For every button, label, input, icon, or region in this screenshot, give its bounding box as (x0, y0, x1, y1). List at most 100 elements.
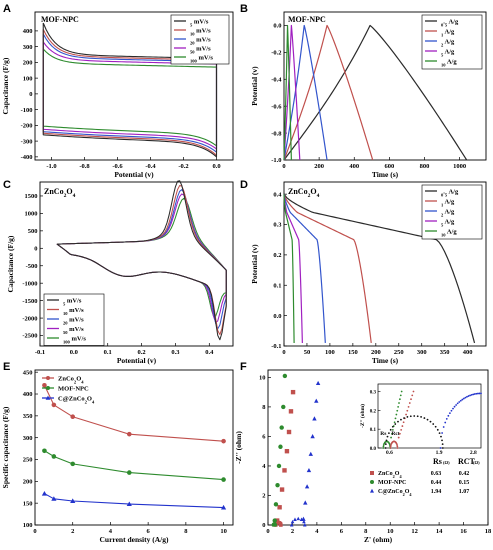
text-fragment: 2 (403, 492, 405, 497)
panel-letter: C (3, 179, 11, 191)
x-tick-label: 800 (420, 163, 430, 170)
inset-x-mark: 1.9 (436, 450, 443, 456)
y-tick-label: 1500 (25, 193, 38, 200)
inset-point (448, 412, 451, 415)
legend-entry: 0.5 A/g (441, 18, 459, 27)
text-fragment: A/g (447, 188, 459, 195)
x-tick-label: 0.3 (171, 349, 180, 356)
y-axis-label: -Z'' (ohm) (234, 431, 243, 464)
text-fragment: C@ZnCo (378, 489, 403, 495)
data-point (272, 518, 277, 523)
data-point (282, 468, 287, 473)
data-point (303, 500, 308, 505)
table-header-unit: (Ω) (473, 460, 480, 465)
text-fragment: ZnCo (378, 471, 393, 477)
y-tick-label: -1.0 (271, 157, 281, 164)
text-fragment: 2 (64, 193, 67, 199)
text-fragment: 2 (393, 474, 395, 479)
legend-entry: 20 mV/s (190, 36, 211, 45)
data-point (281, 404, 286, 410)
y-tick-label: 400 (23, 391, 33, 398)
text-fragment: 5 (441, 52, 444, 57)
text-fragment: 5 (445, 22, 448, 27)
table-rs-value: 0.44 (431, 480, 442, 486)
text-fragment: 50 (63, 329, 68, 334)
inset-point (441, 443, 444, 446)
gcd-curve (283, 24, 301, 161)
y-tick-label: -0.8 (271, 130, 282, 137)
data-point (221, 438, 226, 444)
data-point (70, 498, 76, 503)
legend-entry: 100 mV/s (63, 335, 86, 344)
text-fragment: A/g (446, 228, 458, 235)
inset-point (469, 394, 472, 397)
inset-point (441, 439, 443, 442)
x-tick-label: 4 (315, 528, 319, 535)
legend-entry: MOF-NPC (58, 385, 89, 392)
x-tick-label: 400 (349, 163, 359, 170)
inset-point (455, 404, 458, 406)
x-tick-label: 200 (371, 349, 381, 356)
inset-point (394, 423, 397, 425)
gcd-curve (283, 24, 468, 161)
plot-frame (283, 181, 487, 347)
legend-entry: 1 A/g (441, 28, 455, 37)
text-fragment: C@ZnCo (58, 395, 85, 402)
table-rct-value: 0.42 (459, 471, 470, 477)
text-fragment: mV/s (68, 307, 85, 314)
y-tick-label: 200 (23, 60, 33, 67)
x-axis-label: Time (s) (372, 170, 399, 179)
legend-entry: C@ZnCo2O4 (58, 395, 95, 404)
inset-point (402, 421, 405, 424)
text-fragment: 2 (441, 42, 444, 47)
inset-point (388, 432, 390, 435)
inset-point (396, 447, 399, 449)
inset-point (389, 428, 392, 431)
data-point (70, 461, 76, 467)
x-tick-label: -0.2 (178, 163, 188, 170)
text-fragment: O (87, 395, 92, 402)
inset-point (458, 401, 461, 403)
gcd-curve (283, 193, 476, 344)
rate-line (43, 385, 224, 442)
inset-x-mark: 0.6 (386, 450, 393, 456)
x-tick-label: 0 (33, 528, 36, 535)
text-fragment: A/g (443, 218, 455, 225)
y-tick-label: 100 (23, 75, 33, 82)
inset-point (426, 418, 429, 421)
text-fragment: A/g (446, 58, 458, 65)
legend-box (421, 184, 483, 240)
inset-point (441, 432, 444, 434)
x-tick-label: 0.0 (212, 163, 220, 170)
inset-point (390, 436, 392, 439)
data-point (284, 448, 290, 454)
text-fragment: 4 (317, 193, 320, 199)
y-tick-label: 200 (23, 479, 33, 486)
inset-point (445, 418, 448, 420)
y-tick-label: -500 (26, 263, 38, 270)
panel-d: 0 50 100 150 200 250 300 350 400-0.10.00.10.20.3… (250, 181, 487, 365)
y-tick-label: 150 (23, 500, 33, 507)
inset-point (432, 423, 435, 425)
legend-entry: 5 A/g (441, 218, 455, 227)
x-tick-label: 1000 (453, 163, 466, 170)
data-point (275, 482, 280, 488)
text-fragment: 100 (190, 58, 198, 63)
x-tick-label: 16 (460, 528, 467, 535)
y-tick-label: 0.0 (273, 23, 281, 30)
table-row-name: ZnCo2O4 (378, 471, 402, 479)
inset-point (438, 432, 441, 435)
y-tick-label: 0.0 (273, 313, 281, 320)
text-fragment: 0 (441, 192, 444, 197)
inset-point (399, 394, 402, 397)
inset-point (411, 394, 414, 397)
inset-point (478, 392, 481, 395)
inset-point (396, 444, 398, 446)
data-point (296, 516, 301, 521)
text-fragment: 4 (81, 379, 84, 384)
gcd-curve (283, 194, 326, 343)
y-tick-label: -200 (21, 123, 33, 130)
inset-point (382, 445, 385, 448)
panel-b: 0 200 400 600 800 1000-1.0-0.8-0.6-0.4-0.20.0… (250, 11, 487, 179)
